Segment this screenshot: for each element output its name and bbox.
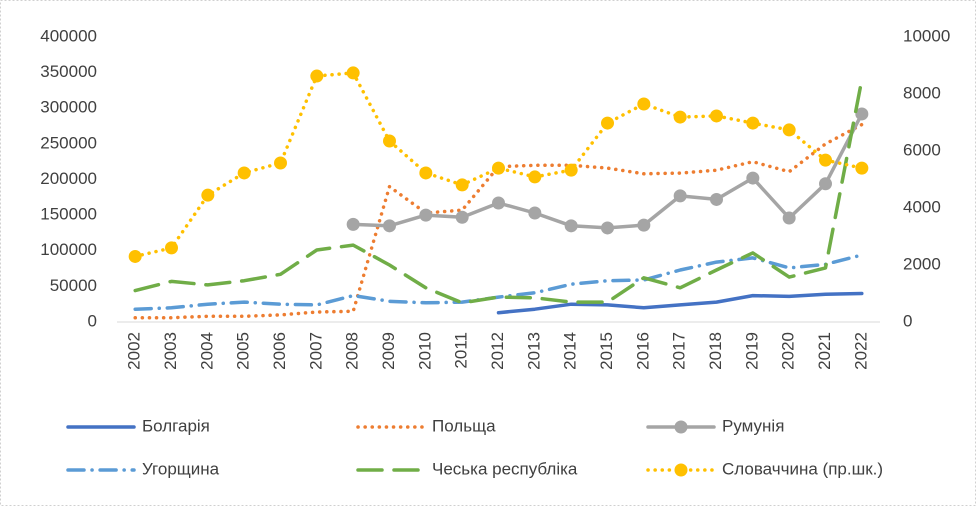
x-tick-label: 2009	[379, 332, 398, 370]
x-tick-label: 2003	[161, 332, 180, 370]
y2-tick-label: 8000	[903, 83, 941, 102]
y2-tick-label: 0	[903, 311, 912, 330]
series-marker	[601, 116, 614, 130]
y-tick-label: 250000	[40, 133, 97, 152]
legend-label: Угорщина	[142, 459, 220, 478]
series-marker	[710, 192, 723, 206]
y-tick-label: 0	[88, 311, 97, 330]
series-marker	[855, 107, 869, 121]
series-line	[133, 122, 864, 320]
series-marker	[710, 109, 723, 123]
y-tick-label: 200000	[40, 169, 97, 188]
x-tick-label: 2005	[234, 332, 253, 370]
series-marker	[673, 110, 687, 124]
y2-tick-label: 2000	[903, 254, 941, 273]
series-line	[496, 291, 864, 315]
series-marker	[237, 166, 251, 180]
series-marker	[383, 219, 396, 233]
y-tick-label: 150000	[40, 205, 97, 224]
series-marker	[819, 177, 832, 191]
y-tick-label: 400000	[40, 26, 97, 45]
y2-tick-label: 4000	[903, 197, 941, 216]
x-tick-label: 2018	[706, 332, 725, 370]
series-marker	[746, 171, 760, 185]
series-marker	[492, 196, 505, 210]
series-marker	[637, 97, 651, 111]
series-line	[133, 71, 864, 259]
series-marker	[782, 123, 796, 137]
y-tick-label: 100000	[40, 240, 97, 259]
x-tick-label: 2019	[742, 332, 761, 370]
series-marker	[419, 166, 433, 180]
series-marker	[201, 188, 215, 202]
series-marker	[310, 69, 324, 83]
x-tick-label: 2015	[597, 332, 616, 370]
series-marker	[455, 178, 469, 192]
legend-marker	[674, 463, 688, 477]
x-tick-label: 2016	[633, 332, 652, 370]
x-tick-label: 2010	[415, 332, 434, 370]
series-marker	[673, 189, 687, 203]
series-marker	[346, 66, 360, 80]
x-tick-label: 2011	[452, 332, 471, 369]
series-marker	[383, 134, 396, 148]
y-tick-label: 350000	[40, 62, 97, 81]
x-tick-label: 2002	[125, 332, 144, 370]
y2-tick-label: 10000	[903, 26, 950, 45]
series-marker	[819, 153, 832, 167]
legend-label: Чеська республіка	[432, 459, 578, 478]
series-marker	[274, 156, 287, 170]
x-tick-label: 2008	[343, 332, 362, 370]
series-marker	[601, 221, 614, 235]
x-tick-label: 2006	[270, 332, 289, 370]
series-marker	[528, 170, 542, 184]
x-tick-label: 2012	[488, 332, 507, 370]
x-tick-label: 2017	[670, 332, 689, 370]
series-marker	[128, 249, 142, 263]
series-marker	[165, 241, 178, 255]
series-marker	[419, 208, 433, 222]
series-marker	[637, 218, 651, 232]
x-tick-label: 2014	[561, 332, 580, 370]
series-line	[133, 253, 864, 311]
x-tick-label: 2007	[306, 332, 325, 370]
x-tick-label: 2022	[851, 332, 870, 370]
series-marker	[455, 210, 469, 224]
y-tick-label: 300000	[40, 98, 97, 117]
series-line	[133, 78, 864, 305]
legend-marker	[674, 420, 688, 434]
legend-label: Польща	[432, 416, 496, 435]
y-tick-label: 50000	[50, 276, 97, 295]
x-tick-label: 2013	[524, 332, 543, 370]
x-tick-label: 2021	[815, 332, 834, 370]
x-tick-label: 2020	[779, 332, 798, 370]
series-marker	[564, 163, 578, 177]
series-marker	[782, 211, 796, 225]
legend-label: Словаччина (пр.шк.)	[722, 459, 883, 478]
legend-label: Болгарія	[142, 416, 210, 435]
legend-label: Румунія	[722, 416, 784, 435]
series-marker	[346, 217, 360, 231]
series-marker	[564, 219, 578, 233]
series-marker	[855, 161, 869, 175]
series-marker	[528, 206, 542, 220]
series-marker	[746, 116, 760, 130]
y2-tick-label: 6000	[903, 140, 941, 159]
x-tick-label: 2004	[197, 332, 216, 370]
series-marker	[492, 161, 505, 175]
